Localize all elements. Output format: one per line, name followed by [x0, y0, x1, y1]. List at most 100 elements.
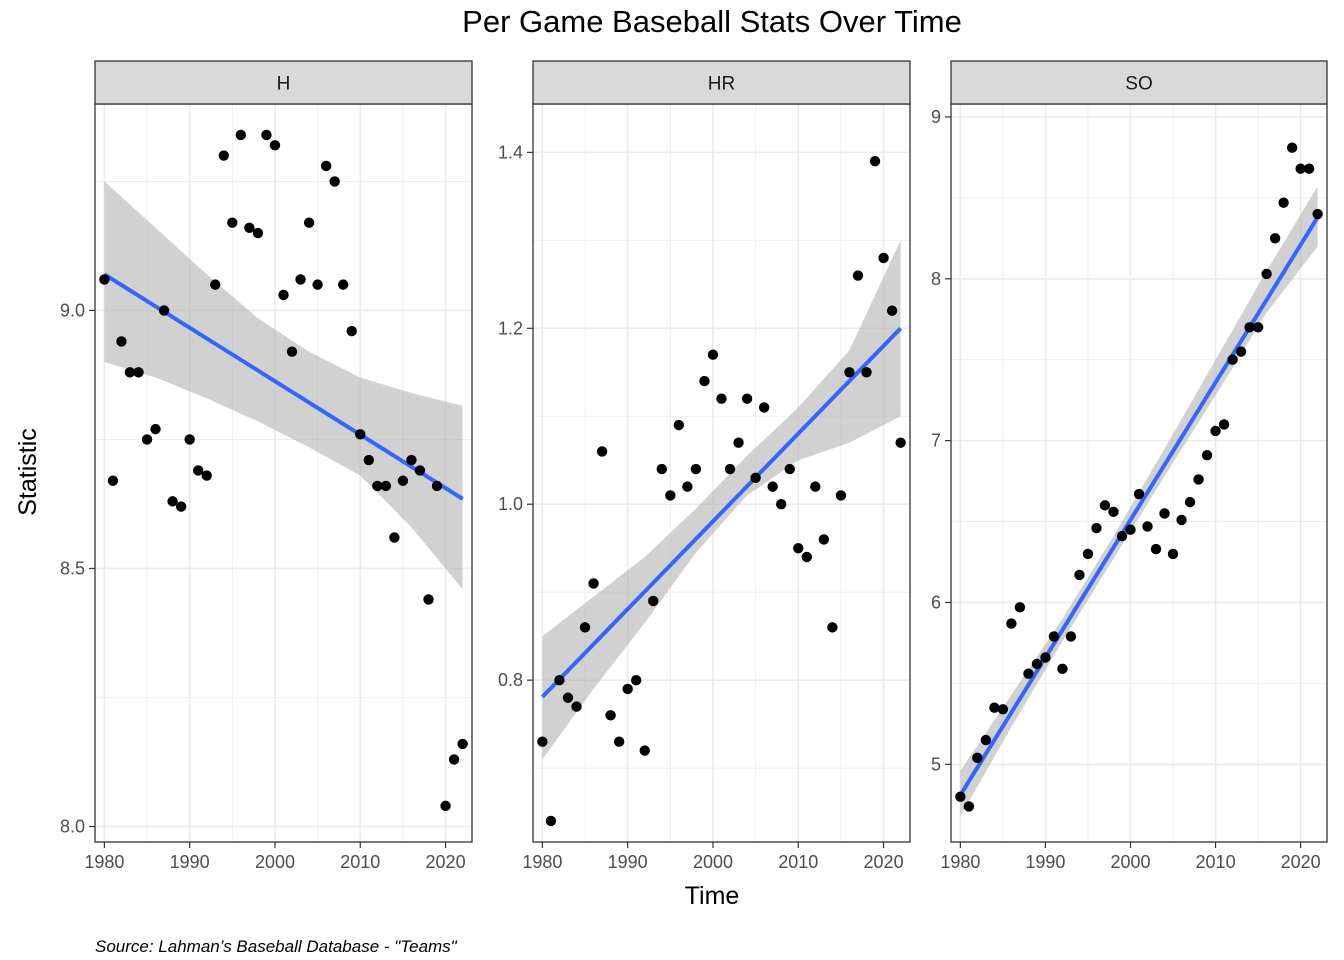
data-point [545, 815, 557, 827]
data-point [167, 496, 178, 507]
x-tick-label: 1990 [608, 852, 648, 872]
facet-strip [94, 60, 473, 105]
data-point [1099, 500, 1111, 511]
data-point [397, 475, 409, 486]
x-tick-label: 2010 [778, 852, 818, 872]
data-point [1116, 530, 1128, 542]
data-point [844, 367, 855, 378]
data-point [741, 393, 753, 404]
data-point [673, 419, 685, 431]
data-point [1210, 425, 1221, 437]
data-point [613, 736, 625, 747]
data-point [193, 465, 204, 476]
data-point [1048, 631, 1060, 642]
data-point [699, 375, 710, 387]
data-point [980, 734, 992, 746]
data-point [380, 480, 392, 492]
data-point [596, 446, 608, 457]
y-tick-label: 9 [931, 107, 941, 127]
panel-hr: HR 1980 1990 2000 2010 2020 0.8 1.0 1.2 1.4 [498, 60, 911, 872]
x-tick-label: 2010 [1196, 852, 1236, 872]
trend-line [958, 216, 1320, 797]
data-point [861, 367, 872, 378]
data-point [656, 463, 667, 475]
data-point [278, 289, 289, 301]
data-point [1295, 163, 1306, 174]
data-point [878, 252, 889, 264]
data-point [810, 481, 821, 492]
data-point [440, 800, 451, 812]
data-point [1218, 419, 1230, 430]
data-point [537, 736, 548, 747]
data-point [869, 155, 881, 167]
data-point [562, 692, 574, 703]
data-point [175, 501, 187, 512]
data-point [1108, 506, 1119, 518]
data-point [210, 279, 221, 290]
data-point [295, 274, 306, 285]
facet-strip [532, 60, 911, 105]
data-point [631, 674, 642, 686]
data-point [406, 454, 417, 466]
y-tick-label: 8 [931, 269, 941, 289]
y-axis-label: Statistic [14, 428, 42, 516]
data-point [648, 595, 659, 607]
x-tick-label: 2000 [255, 852, 295, 872]
x-tick-label: 1990 [170, 852, 210, 872]
x-tick-label: 2000 [693, 852, 733, 872]
data-point [818, 534, 830, 545]
data-point [724, 463, 736, 475]
data-point [389, 532, 400, 543]
y-tick-label: 5 [931, 754, 941, 774]
facet-strip [950, 60, 1328, 105]
data-point [1133, 488, 1145, 500]
data-point [1125, 524, 1136, 535]
data-point [1142, 521, 1153, 532]
x-tick-label: 2010 [340, 852, 380, 872]
data-point [776, 499, 787, 510]
data-point [227, 217, 238, 228]
x-tick-label: 2020 [426, 852, 466, 872]
y-tick-label: 0.8 [498, 670, 523, 690]
data-point [997, 704, 1009, 715]
data-point [1184, 496, 1196, 508]
facet-panels: H 1980 1990 2000 2010 2020 8.0 8.5 9.0 HR 1980 1990… [60, 60, 1328, 872]
data-point [346, 325, 357, 337]
facet-strip-label: SO [1125, 74, 1152, 95]
data-point [1074, 569, 1085, 581]
data-point [99, 274, 110, 285]
data-point [133, 367, 144, 378]
data-point [269, 140, 281, 151]
data-point [1023, 668, 1034, 679]
data-point [1040, 652, 1051, 663]
data-point [963, 801, 975, 812]
y-tick-label: 1.4 [498, 142, 523, 162]
data-point [141, 434, 153, 445]
data-point [1235, 346, 1247, 357]
data-point [124, 367, 136, 378]
panel-h: H 1980 1990 2000 2010 2020 8.0 8.5 9.0 [60, 60, 473, 872]
data-point [1159, 508, 1170, 519]
y-tick-label: 1.0 [498, 494, 523, 514]
data-point [750, 472, 761, 484]
data-point [286, 346, 298, 357]
data-point [201, 470, 212, 481]
data-point [1065, 631, 1077, 642]
data-point [682, 481, 693, 492]
data-point [355, 429, 366, 440]
panel-so: SO 1980 1990 2000 2010 2020 5 6 7 8 9 [931, 60, 1328, 872]
data-point [116, 336, 127, 347]
data-point [1261, 268, 1272, 280]
data-point [303, 217, 315, 228]
x-axis-label: Time [685, 882, 740, 910]
data-point [793, 543, 804, 554]
data-point [571, 701, 582, 712]
chart-title: Per Game Baseball Stats Over Time [462, 4, 962, 39]
data-point [579, 622, 591, 633]
data-point [1227, 354, 1238, 365]
data-point [1014, 602, 1026, 613]
data-point [767, 481, 778, 492]
panel-background [533, 104, 910, 842]
data-point [605, 710, 616, 721]
data-point [218, 150, 229, 161]
